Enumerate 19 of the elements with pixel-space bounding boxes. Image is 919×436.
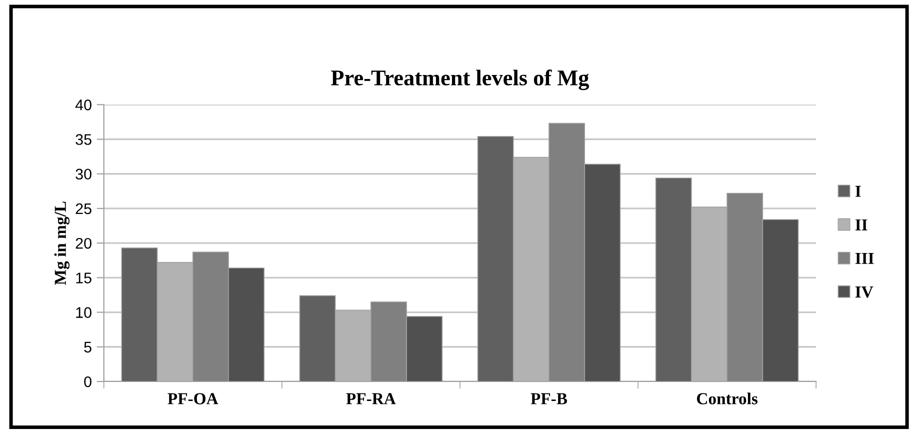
y-tick-label: 0 [84,376,92,388]
y-tick-label: 35 [76,134,92,145]
x-tick-label: PF-OA [168,393,218,404]
y-tick-label: 15 [76,272,92,284]
legend-label: I [855,186,861,197]
legend-label: IV [855,286,874,298]
x-tick-label: PF-RA [346,393,396,404]
legend-label: II [855,219,868,230]
x-tick-label: Controls [696,392,758,404]
y-tick-label: 5 [84,342,92,353]
y-tick-label: 40 [75,100,92,110]
y-tick-label: 30 [76,168,92,180]
y-axis-title: Mg in mg/L [54,202,70,285]
y-tick-label: 10 [76,307,92,318]
y-tick-label: 20 [76,238,92,249]
x-tick-label: PF-B [530,393,568,404]
legend-label: III [855,252,874,264]
chart-title: Pre-Treatment levels of Mg [331,70,590,90]
y-tick-label: 25 [76,203,92,214]
